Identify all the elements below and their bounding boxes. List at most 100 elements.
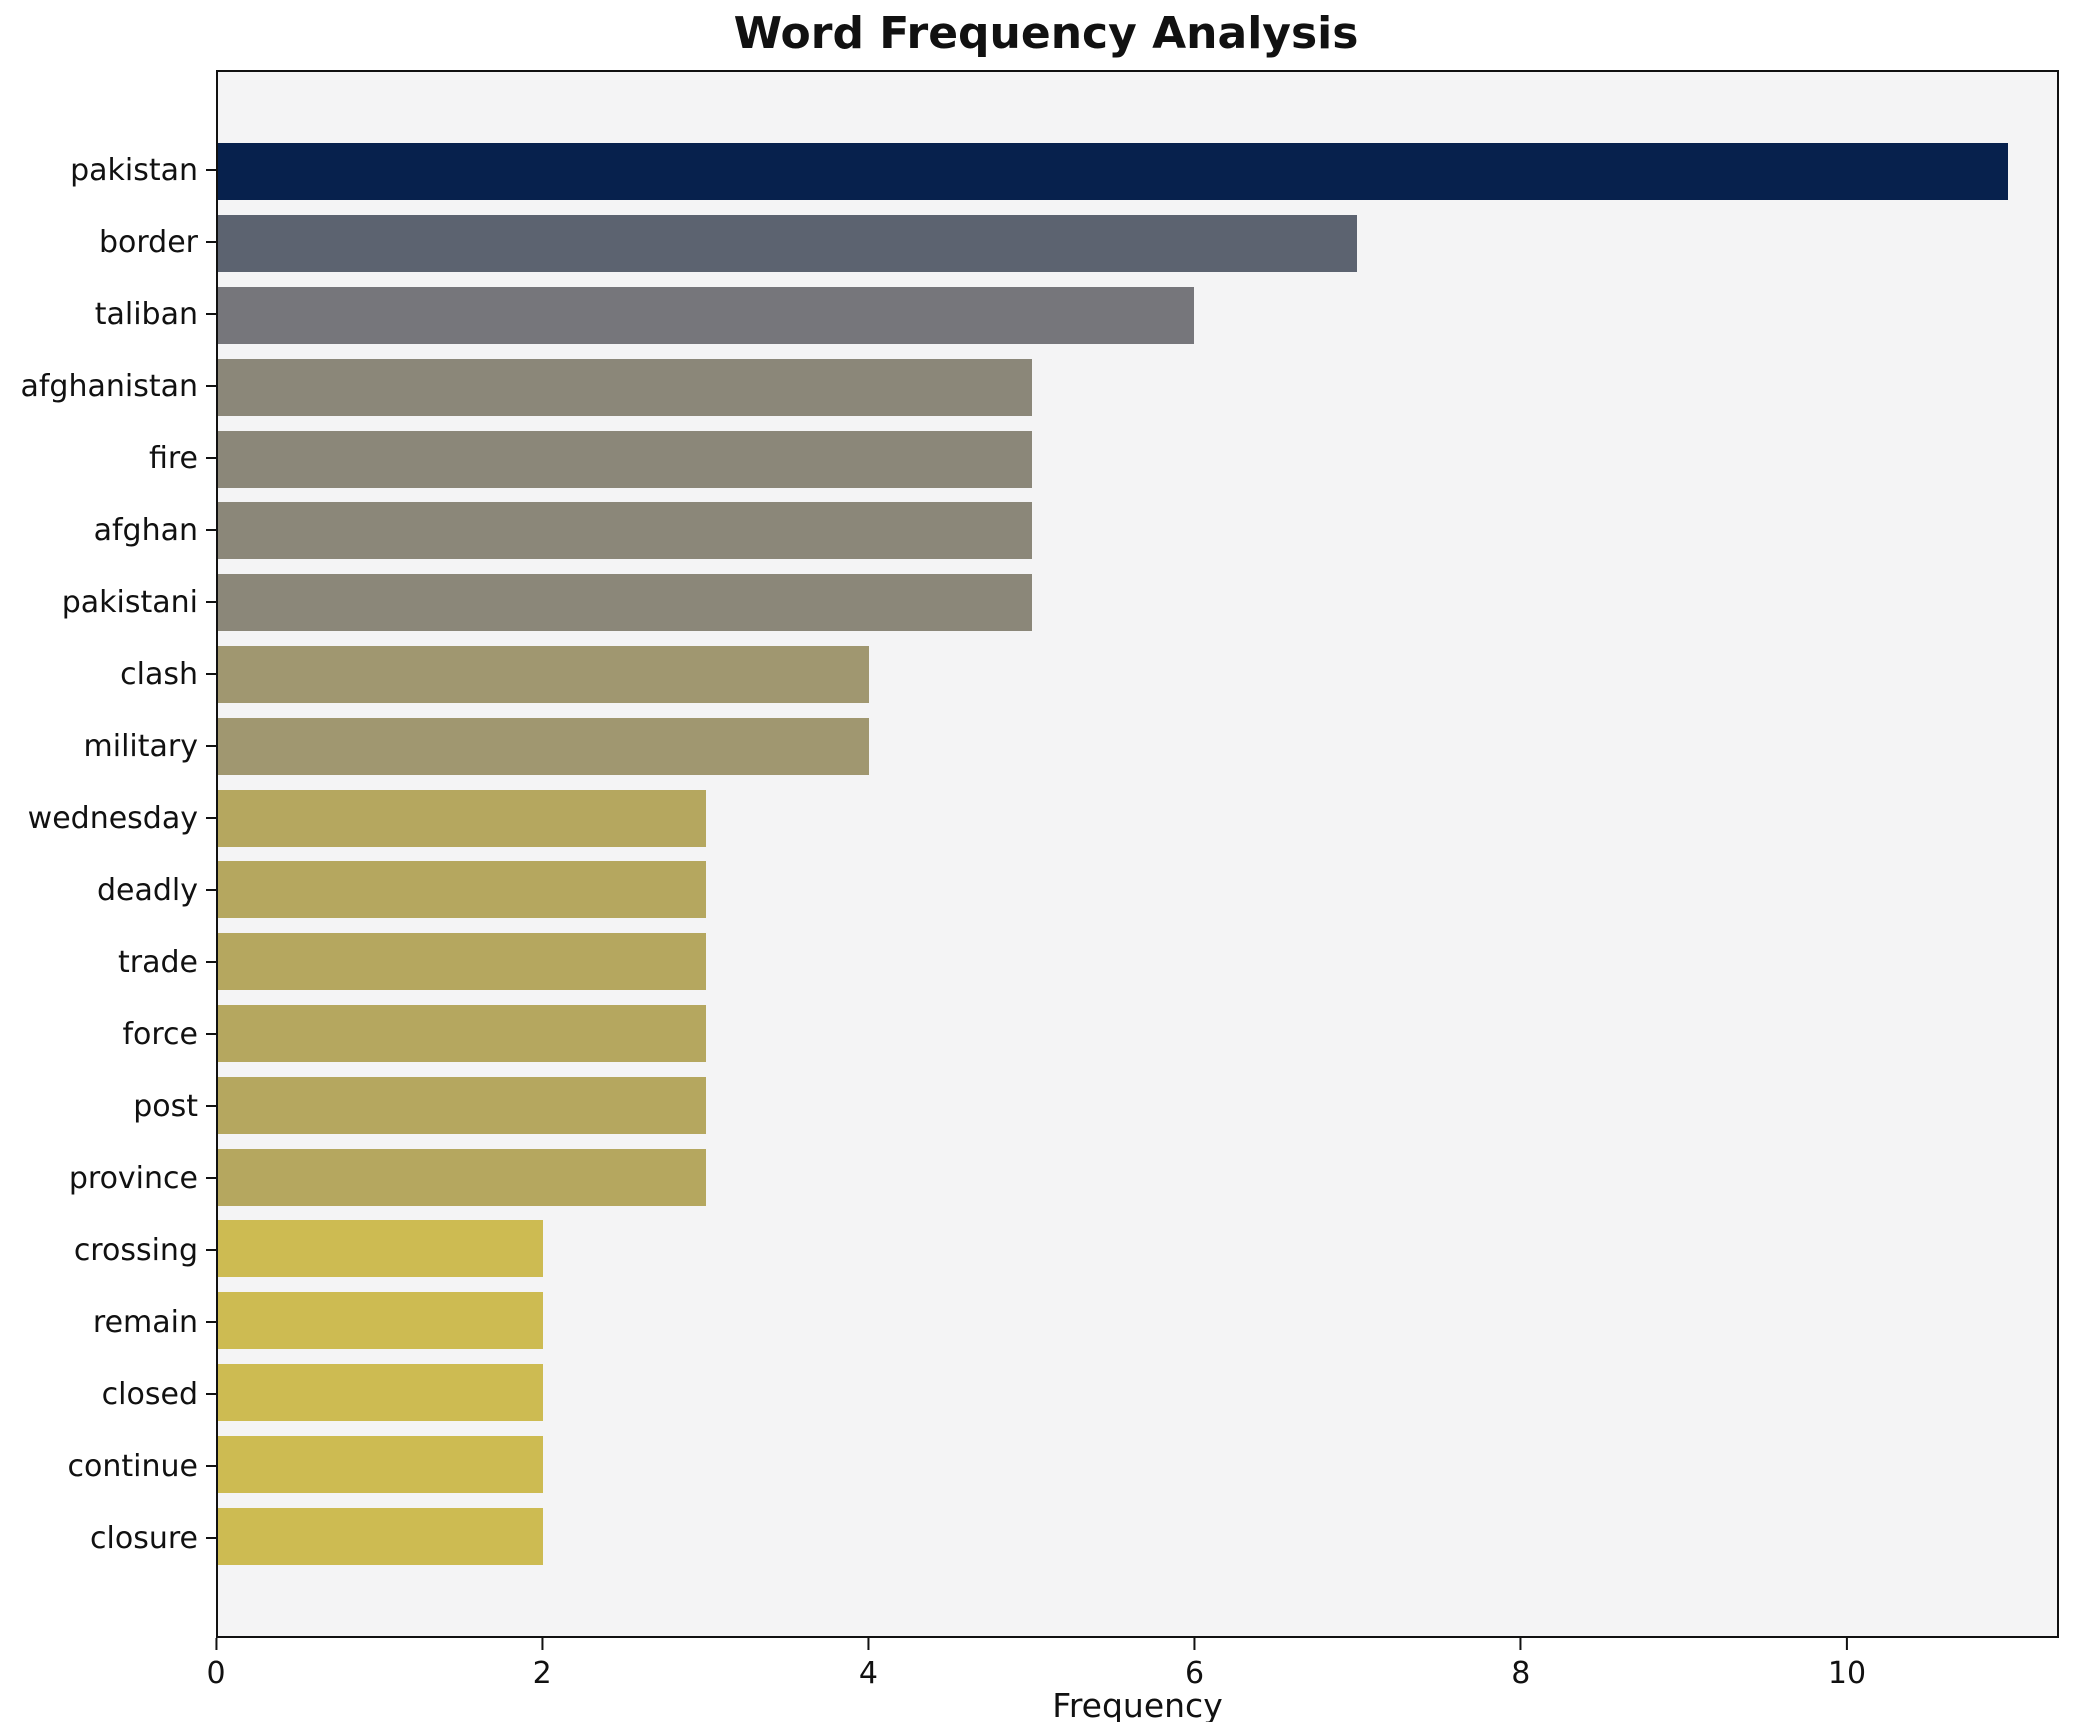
y-tick-label: military	[83, 728, 198, 764]
bar-row-post	[218, 1069, 2057, 1141]
bar-clash	[218, 645, 869, 703]
bars-container	[218, 72, 2057, 1636]
y-tick-mark	[206, 889, 216, 891]
y-tick-clash: clash	[0, 638, 216, 710]
bar-row-fire	[218, 423, 2057, 495]
x-tick-8: 8	[1511, 1638, 1530, 1691]
y-tick-label: afghanistan	[20, 368, 198, 404]
bar-row-clash	[218, 639, 2057, 711]
bar-row-closure	[218, 1500, 2057, 1572]
x-tick-label: 0	[206, 1656, 226, 1691]
x-axis-label: Frequency	[1052, 1686, 1223, 1722]
y-tick-label: pakistan	[70, 152, 198, 188]
y-tick-mark	[206, 1393, 216, 1395]
y-tick-mark	[206, 673, 216, 675]
bar-crossing	[218, 1220, 544, 1278]
y-tick-deadly: deadly	[0, 854, 216, 926]
y-tick-crossing: crossing	[0, 1214, 216, 1286]
y-tick-label: remain	[92, 1304, 198, 1340]
bar-row-pakistani	[218, 567, 2057, 639]
y-tick-label: province	[68, 1160, 198, 1196]
bar-row-continue	[218, 1428, 2057, 1500]
y-tick-mark	[206, 169, 216, 171]
y-tick-label: clash	[120, 656, 198, 692]
bar-afghan	[218, 502, 1032, 560]
y-tick-mark	[206, 385, 216, 387]
y-tick-label: taliban	[94, 296, 198, 332]
y-tick-wednesday: wednesday	[0, 782, 216, 854]
bar-row-remain	[218, 1285, 2057, 1357]
y-tick-afghan: afghan	[0, 494, 216, 566]
y-tick-label: border	[98, 224, 198, 260]
bar-row-crossing	[218, 1213, 2057, 1285]
bar-row-force	[218, 998, 2057, 1070]
y-tick-label: pakistani	[61, 584, 198, 620]
y-tick-continue: continue	[0, 1430, 216, 1502]
bar-closed	[218, 1363, 544, 1421]
bar-post	[218, 1076, 707, 1134]
y-tick-label: afghan	[93, 512, 198, 548]
bar-row-province	[218, 1141, 2057, 1213]
y-tick-pakistan: pakistan	[0, 134, 216, 206]
chart-title: Word Frequency Analysis	[733, 8, 1359, 59]
x-tick-label: 8	[1511, 1656, 1531, 1691]
bar-row-afghan	[218, 495, 2057, 567]
bar-pakistan	[218, 143, 2009, 201]
y-tick-mark	[206, 457, 216, 459]
y-tick-afghanistan: afghanistan	[0, 350, 216, 422]
bar-row-afghanistan	[218, 351, 2057, 423]
bar-continue	[218, 1435, 544, 1493]
x-tick-label: 6	[1185, 1656, 1205, 1691]
y-tick-label: crossing	[73, 1232, 198, 1268]
y-tick-force: force	[0, 998, 216, 1070]
y-tick-border: border	[0, 206, 216, 278]
bar-row-deadly	[218, 854, 2057, 926]
bar-trade	[218, 933, 707, 991]
y-tick-mark	[206, 241, 216, 243]
bar-border	[218, 215, 1358, 273]
bar-row-taliban	[218, 280, 2057, 352]
y-axis-labels: pakistan border taliban afghanistan fire afgh…	[0, 70, 216, 1638]
x-tick-mark	[1519, 1638, 1522, 1650]
y-tick-label: force	[122, 1016, 198, 1052]
bar-fire	[218, 430, 1032, 488]
y-tick-mark	[206, 529, 216, 531]
x-tick-label: 4	[858, 1656, 878, 1691]
y-tick-mark	[206, 745, 216, 747]
bar-wednesday	[218, 789, 707, 847]
y-tick-label: trade	[118, 944, 198, 980]
y-tick-mark	[206, 961, 216, 963]
bar-remain	[218, 1292, 544, 1350]
x-tick-2: 2	[533, 1638, 552, 1691]
y-tick-mark	[206, 1105, 216, 1107]
x-tick-mark	[541, 1638, 544, 1650]
x-tick-0: 0	[206, 1638, 226, 1691]
y-tick-label: closed	[101, 1376, 198, 1412]
bar-taliban	[218, 286, 1195, 344]
y-tick-mark	[206, 1177, 216, 1179]
y-tick-mark	[206, 1465, 216, 1467]
bar-province	[218, 1148, 707, 1206]
y-tick-mark	[206, 1249, 216, 1251]
x-tick-mark	[1193, 1638, 1196, 1650]
bar-row-trade	[218, 926, 2057, 998]
x-tick-label: 2	[532, 1656, 552, 1691]
y-tick-mark	[206, 1537, 216, 1539]
y-tick-mark	[206, 313, 216, 315]
plot-area	[216, 70, 2059, 1638]
y-tick-taliban: taliban	[0, 278, 216, 350]
bar-row-military	[218, 710, 2057, 782]
y-tick-label: closure	[90, 1520, 198, 1556]
bar-force	[218, 1004, 707, 1062]
y-tick-trade: trade	[0, 926, 216, 998]
y-tick-closed: closed	[0, 1358, 216, 1430]
y-tick-label: deadly	[96, 872, 198, 908]
bar-row-border	[218, 208, 2057, 280]
y-tick-label: wednesday	[27, 800, 198, 836]
y-tick-label: post	[133, 1088, 198, 1124]
bar-row-pakistan	[218, 136, 2057, 208]
x-tick-4: 4	[859, 1638, 878, 1691]
bar-pakistani	[218, 574, 1032, 632]
y-tick-fire: fire	[0, 422, 216, 494]
y-tick-post: post	[0, 1070, 216, 1142]
